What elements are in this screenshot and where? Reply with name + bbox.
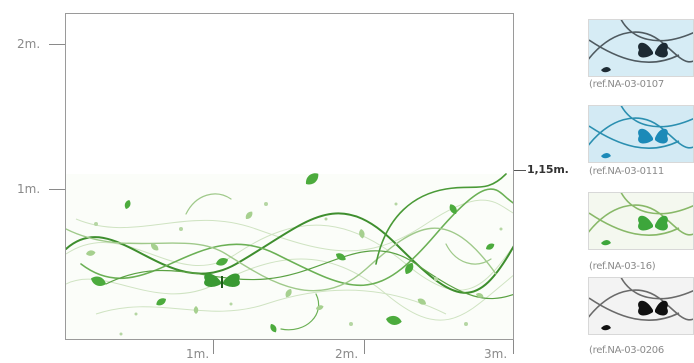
butterfly-pattern-thumbnail (589, 20, 693, 76)
x-axis-tick-1m (213, 340, 214, 354)
thumbnail-ref-na-03-0206[interactable] (588, 277, 694, 335)
thumbnail-ref-label: (ref.NA-03-0206 (589, 345, 664, 356)
vine-pattern-image (66, 170, 513, 339)
x-axis-tick-2m (364, 340, 365, 354)
butterfly-pattern-thumbnail (589, 193, 693, 249)
y-axis-label-1m: 1m. (17, 182, 41, 196)
thumbnail-ref-na-03-0111[interactable] (588, 105, 694, 163)
x-axis-label-1m: 1m. (186, 347, 210, 361)
butterfly-pattern-thumbnail (589, 278, 693, 334)
x-axis-label-2m: 2m. (335, 347, 359, 361)
y-axis-label-2m: 2m. (17, 37, 41, 51)
thumbnail-ref-label: (ref.NA-03-0111 (589, 166, 664, 177)
thumbnail-ref-label: (ref.NA-03-16) (589, 261, 656, 272)
height-marker-label: 1,15m. (527, 163, 569, 176)
thumbnail-ref-na-03-16[interactable] (588, 192, 694, 250)
wallpaper-preview[interactable] (65, 13, 514, 340)
x-axis-label-3m: 3m. (484, 347, 508, 361)
height-marker-line (514, 170, 526, 171)
x-axis-tick-3m (513, 340, 514, 354)
butterfly-pattern-thumbnail (589, 106, 693, 162)
y-axis-tick-1m (49, 189, 65, 190)
thumbnail-ref-label: (ref.NA-03-0107 (589, 79, 664, 90)
thumbnail-ref-na-03-0107[interactable] (588, 19, 694, 77)
y-axis-tick-2m (49, 44, 65, 45)
